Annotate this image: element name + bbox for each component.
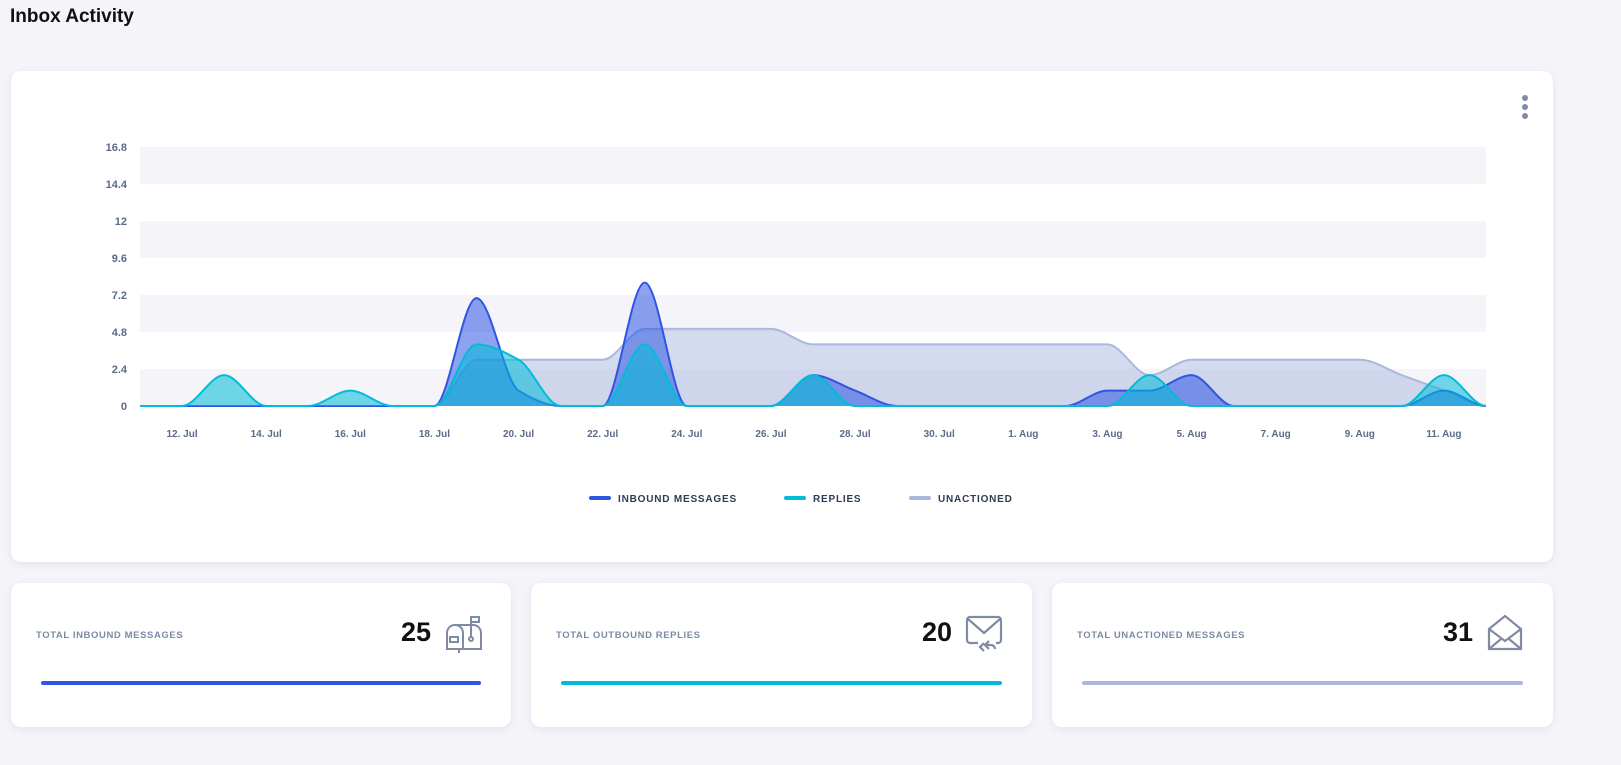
x-tick-label: 20. Jul xyxy=(503,429,534,440)
stat-card-unactioned: TOTAL UNACTIONED MESSAGES 31 xyxy=(1052,583,1553,727)
stat-label: TOTAL OUTBOUND REPLIES xyxy=(556,630,701,641)
y-tick-label: 0 xyxy=(121,401,127,413)
y-tick-label: 2.4 xyxy=(112,364,128,376)
legend-item-inbound-messages[interactable]: INBOUND MESSAGES xyxy=(618,494,737,505)
x-tick-label: 28. Jul xyxy=(839,429,870,440)
y-tick-label: 16.8 xyxy=(106,142,127,154)
y-tick-label: 9.6 xyxy=(112,253,127,265)
stat-bar xyxy=(41,681,481,685)
x-tick-label: 11. Aug xyxy=(1426,429,1461,440)
y-tick-label: 14.4 xyxy=(106,179,128,191)
stat-bar xyxy=(1082,681,1523,685)
y-tick-label: 7.2 xyxy=(112,290,127,302)
y-tick-label: 4.8 xyxy=(112,327,127,339)
open-envelope-icon xyxy=(1487,614,1523,651)
stat-bar xyxy=(561,681,1002,685)
envelope-reply-icon xyxy=(965,615,1003,652)
inbox-activity-chart-card: 0 2.4 4.8 7.2 9.6 12 14.4 16.8 12. Jul 14. Jul 16.… xyxy=(11,71,1553,562)
x-tick-label: 14. Jul xyxy=(251,429,282,440)
stat-label: TOTAL INBOUND MESSAGES xyxy=(36,630,184,641)
x-tick-label: 9. Aug xyxy=(1345,429,1375,440)
mailbox-icon xyxy=(446,616,482,653)
stat-label: TOTAL UNACTIONED MESSAGES xyxy=(1077,630,1246,641)
legend-item-replies[interactable]: REPLIES xyxy=(813,494,861,505)
grid-band xyxy=(140,221,1486,258)
x-tick-label: 5. Aug xyxy=(1176,429,1206,440)
legend-item-unactioned[interactable]: UNACTIONED xyxy=(938,494,1013,505)
stat-value: 31 xyxy=(1442,617,1473,647)
stat-value: 25 xyxy=(400,617,431,647)
stat-card-inbound: TOTAL INBOUND MESSAGES 25 xyxy=(11,583,511,727)
x-tick-label: 18. Jul xyxy=(419,429,450,440)
x-tick-label: 24. Jul xyxy=(671,429,702,440)
x-tick-label: 3. Aug xyxy=(1092,429,1122,440)
inbox-activity-chart: 0 2.4 4.8 7.2 9.6 12 14.4 16.8 12. Jul 14. Jul 16.… xyxy=(106,142,1487,505)
x-tick-label: 26. Jul xyxy=(755,429,786,440)
x-tick-label: 30. Jul xyxy=(924,429,955,440)
line-replies xyxy=(140,343,1487,407)
grid-band xyxy=(140,147,1486,184)
stat-card-replies: TOTAL OUTBOUND REPLIES 20 xyxy=(531,583,1032,727)
x-tick-label: 7. Aug xyxy=(1261,429,1291,440)
x-tick-label: 12. Jul xyxy=(166,429,197,440)
stat-value: 20 xyxy=(921,617,952,647)
page-title: Inbox Activity xyxy=(10,6,134,27)
x-tick-label: 16. Jul xyxy=(335,429,366,440)
grid-band xyxy=(140,295,1486,332)
more-vertical-icon[interactable] xyxy=(1521,95,1529,123)
x-tick-label: 1. Aug xyxy=(1008,429,1038,440)
y-tick-label: 12 xyxy=(115,216,127,228)
x-tick-label: 22. Jul xyxy=(587,429,618,440)
